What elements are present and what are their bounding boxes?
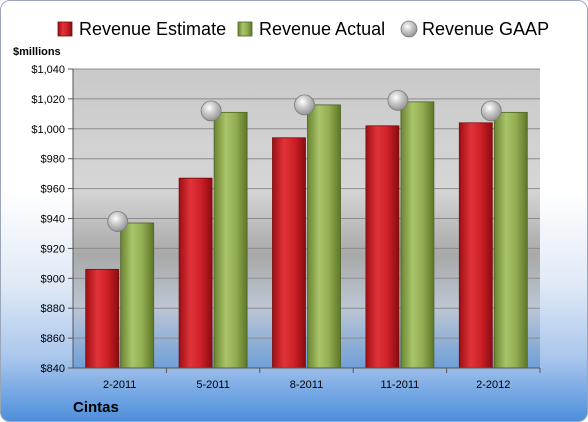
legend-swatch — [400, 20, 418, 38]
estimate-bar — [178, 177, 213, 369]
actual-bar — [400, 101, 435, 369]
legend-label: Revenue Actual — [259, 19, 385, 39]
x-tick-label: 2-2011 — [103, 379, 136, 391]
x-tick-label: 8-2011 — [290, 379, 323, 391]
estimate-bar — [85, 268, 120, 369]
x-tick-label: 11-2011 — [381, 379, 420, 391]
y-tick-label: $1,020 — [31, 94, 65, 106]
y-axis: $840 $860 $880 $900 $920 $940 $960 $980 $1,000 $1… — [31, 64, 74, 375]
y-tick-label: $1,040 — [31, 64, 65, 76]
y-tick-label: $940 — [41, 214, 65, 226]
y-unit-label: $millions — [13, 46, 61, 58]
gaap-marker — [294, 94, 315, 116]
legend-swatch — [237, 21, 253, 37]
y-tick-label: $840 — [41, 363, 65, 375]
x-axis: 2-2011 5-2011 8-2011 11-2011 2-2012 — [73, 367, 541, 391]
marker-series — [107, 89, 502, 232]
estimate-bar — [365, 125, 400, 369]
y-tick-label: $860 — [41, 333, 65, 345]
estimate-bar — [272, 137, 306, 369]
y-tick-label: $900 — [41, 273, 65, 285]
actual-bar — [213, 111, 248, 369]
legend-label: Revenue Estimate — [79, 19, 226, 39]
gaap-marker — [480, 100, 502, 122]
bar-series — [85, 101, 528, 369]
x-tick-label: 2-2012 — [476, 379, 510, 391]
estimate-bar — [458, 122, 493, 369]
y-tick-label: $980 — [41, 154, 65, 166]
y-tick-label: $1,000 — [31, 124, 65, 136]
actual-bar — [120, 222, 155, 369]
y-tick-label: $880 — [41, 303, 65, 315]
legend-label: Revenue GAAP — [422, 19, 549, 39]
company-name: Cintas — [73, 399, 119, 416]
legend-swatch — [57, 21, 73, 37]
gaap-marker — [387, 89, 409, 111]
actual-bar — [493, 111, 528, 369]
y-tick-label: $960 — [41, 184, 65, 196]
x-tick-label: 5-2011 — [196, 379, 229, 391]
gaap-marker — [107, 211, 129, 232]
y-tick-label: $920 — [41, 243, 65, 255]
legend: Revenue Estimate Revenue Actual Revenue GA… — [57, 19, 549, 39]
gaap-marker — [200, 100, 222, 122]
actual-bar — [307, 104, 341, 369]
